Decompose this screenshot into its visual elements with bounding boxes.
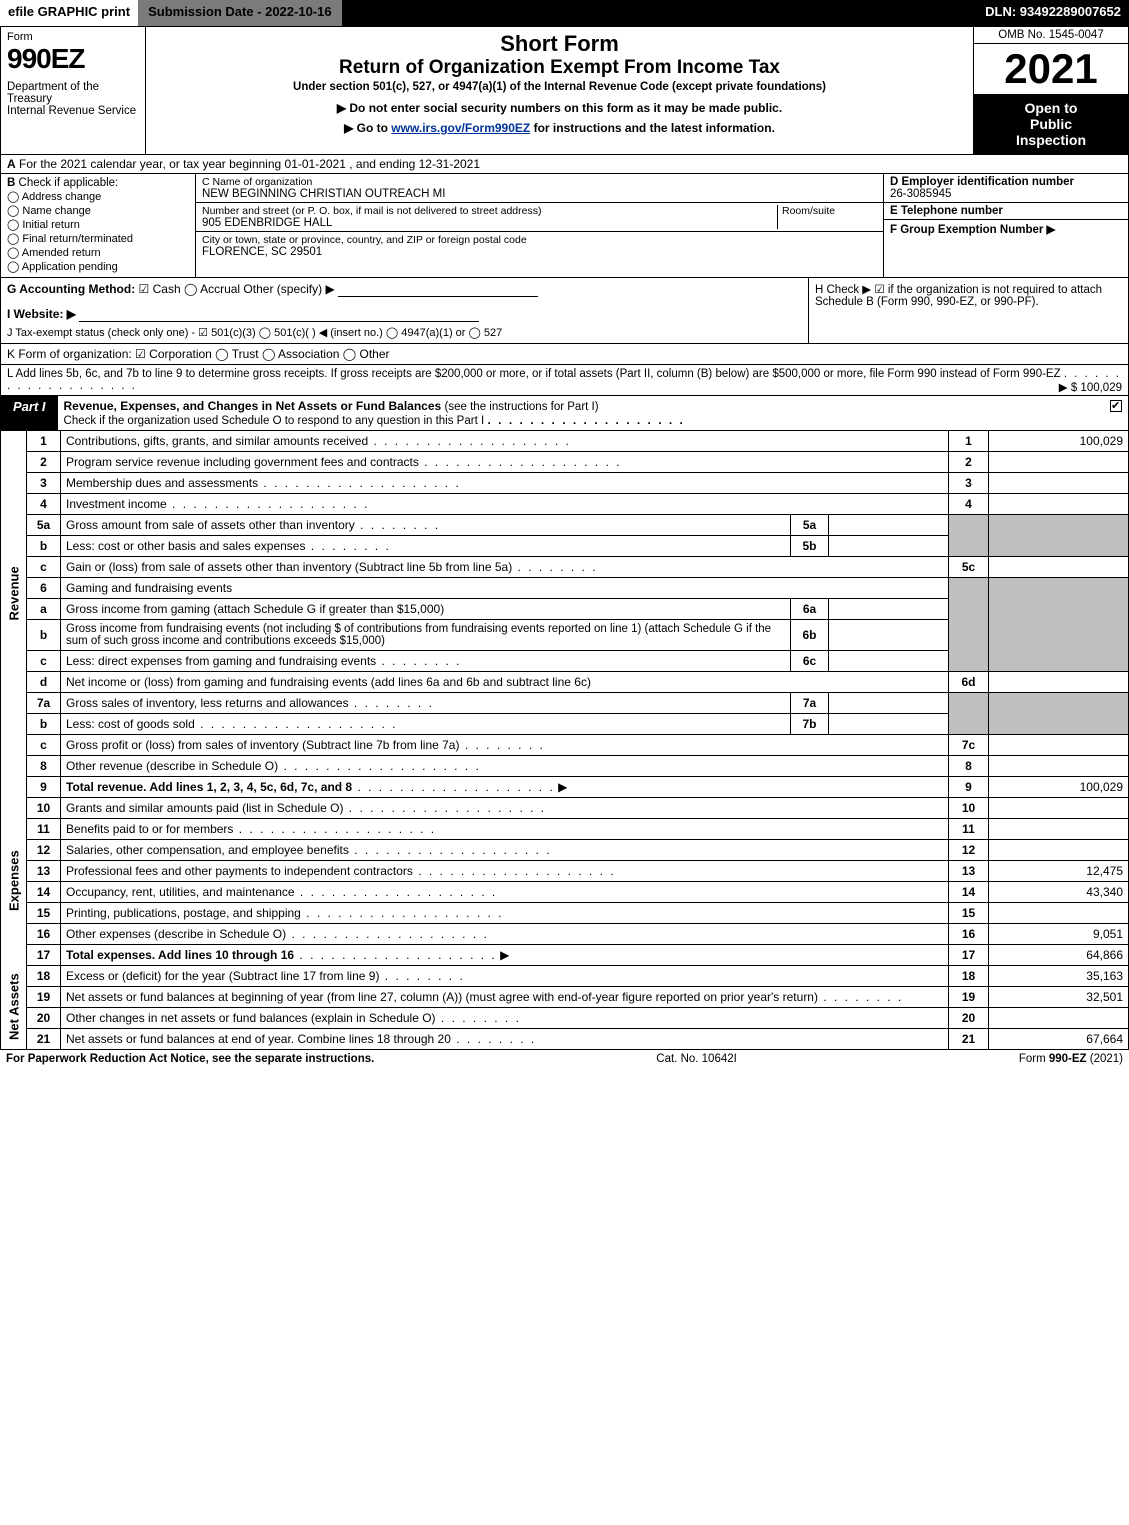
c-name-val: NEW BEGINNING CHRISTIAN OUTREACH MI — [202, 188, 877, 200]
section-def: D Employer identification number 26-3085… — [883, 174, 1128, 277]
part-tag: Part I — [1, 396, 58, 430]
form-label: Form — [7, 31, 139, 43]
chk-address: ◯ Address change — [7, 190, 189, 203]
chk-pending: ◯ Application pending — [7, 260, 189, 273]
amt-9: 100,029 — [989, 776, 1129, 797]
top-bar: efile GRAPHIC print Submission Date - 20… — [0, 0, 1129, 26]
section-bcdef: B Check if applicable: ◯ Address change … — [0, 174, 1129, 278]
footer: For Paperwork Reduction Act Notice, see … — [0, 1050, 1129, 1068]
footer-mid: Cat. No. 10642I — [374, 1053, 1019, 1065]
side-revenue: Revenue — [1, 431, 27, 756]
tax-year: 2021 — [974, 44, 1128, 94]
row-a: A For the 2021 calendar year, or tax yea… — [0, 155, 1129, 174]
amt-18: 35,163 — [989, 965, 1129, 986]
c-room-lbl: Room/suite — [782, 205, 877, 217]
efile-label: efile GRAPHIC print — [0, 0, 138, 26]
part-instr: (see the instructions for Part I) — [445, 401, 599, 413]
amt-19: 32,501 — [989, 986, 1129, 1007]
row-gh: G Accounting Method: ☑ Cash ◯ Accrual Ot… — [0, 278, 1129, 344]
amt-13: 12,475 — [989, 860, 1129, 881]
g-opts: ☑ Cash ◯ Accrual Other (specify) ▶ — [139, 282, 335, 296]
footer-right: Form 990-EZ (2021) — [1019, 1053, 1123, 1065]
h-text: H Check ▶ ☑ if the organization is not r… — [808, 278, 1128, 343]
open-inspection: Open to Public Inspection — [974, 94, 1128, 154]
department-label: Department of the Treasury Internal Reve… — [7, 81, 139, 117]
ssn-warning: ▶ Do not enter social security numbers o… — [152, 101, 967, 115]
g-label: G Accounting Method: — [7, 282, 135, 296]
j-text: J Tax-exempt status (check only one) - ☑… — [7, 326, 802, 339]
irs-link[interactable]: www.irs.gov/Form990EZ — [391, 121, 530, 135]
amt-21: 67,664 — [989, 1028, 1129, 1049]
under-section: Under section 501(c), 527, or 4947(a)(1)… — [152, 81, 967, 93]
amt-1: 100,029 — [989, 431, 1129, 452]
amt-16: 9,051 — [989, 923, 1129, 944]
goto-pre: ▶ Go to — [344, 121, 391, 135]
c-street-val: 905 EDENBRIDGE HALL — [202, 217, 777, 229]
l-text: L Add lines 5b, 6c, and 7b to line 9 to … — [7, 368, 1061, 380]
row-a-text: For the 2021 calendar year, or tax year … — [19, 157, 480, 171]
c-city-val: FLORENCE, SC 29501 — [202, 246, 877, 258]
form-header: Form 990EZ Department of the Treasury In… — [0, 26, 1129, 155]
part-checkbox — [1110, 400, 1122, 412]
c-city-lbl: City or town, state or province, country… — [202, 234, 877, 246]
part-check: Check if the organization used Schedule … — [64, 415, 485, 427]
goto-post: for instructions and the latest informat… — [530, 121, 775, 135]
chk-final: ◯ Final return/terminated — [7, 232, 189, 245]
amt-14: 43,340 — [989, 881, 1129, 902]
c-street-lbl: Number and street (or P. O. box, if mail… — [202, 205, 777, 217]
d-val: 26-3085945 — [890, 188, 951, 200]
return-title: Return of Organization Exempt From Incom… — [152, 57, 967, 79]
c-name-lbl: C Name of organization — [202, 176, 877, 188]
side-netassets: Net Assets — [1, 965, 27, 1049]
header-left: Form 990EZ Department of the Treasury In… — [1, 27, 146, 154]
form-number: 990EZ — [7, 43, 139, 75]
submission-date: Submission Date - 2022-10-16 — [138, 0, 342, 26]
header-right: OMB No. 1545-0047 2021 Open to Public In… — [973, 27, 1128, 154]
chk-amended: ◯ Amended return — [7, 246, 189, 259]
chk-initial: ◯ Initial return — [7, 218, 189, 231]
header-mid: Short Form Return of Organization Exempt… — [146, 27, 973, 154]
footer-left: For Paperwork Reduction Act Notice, see … — [6, 1053, 374, 1065]
amt-17: 64,866 — [989, 944, 1129, 965]
side-expenses: Expenses — [1, 797, 27, 965]
e-lbl: E Telephone number — [890, 205, 1003, 217]
b-label: B — [7, 177, 15, 189]
row-k: K Form of organization: ☑ Corporation ◯ … — [0, 344, 1129, 365]
f-lbl: F Group Exemption Number ▶ — [890, 224, 1055, 236]
dln-label: DLN: 93492289007652 — [977, 0, 1129, 26]
omb-number: OMB No. 1545-0047 — [974, 27, 1128, 44]
chk-name: ◯ Name change — [7, 204, 189, 217]
section-c: C Name of organization NEW BEGINNING CHR… — [196, 174, 883, 277]
lines-table: Revenue 1 Contributions, gifts, grants, … — [0, 431, 1129, 1050]
part-title: Revenue, Expenses, and Changes in Net As… — [64, 399, 442, 413]
part-i-header: Part I Revenue, Expenses, and Changes in… — [0, 396, 1129, 431]
b-check-label: Check if applicable: — [19, 177, 119, 189]
l-amount: ▶ $ 100,029 — [1059, 380, 1122, 394]
row-a-label: A — [7, 157, 16, 171]
section-b: B Check if applicable: ◯ Address change … — [1, 174, 196, 277]
goto-line: ▶ Go to www.irs.gov/Form990EZ for instru… — [152, 121, 967, 135]
short-form-title: Short Form — [152, 31, 967, 57]
d-lbl: D Employer identification number — [890, 176, 1074, 188]
row-l: L Add lines 5b, 6c, and 7b to line 9 to … — [0, 365, 1129, 396]
i-label: I Website: ▶ — [7, 307, 76, 321]
